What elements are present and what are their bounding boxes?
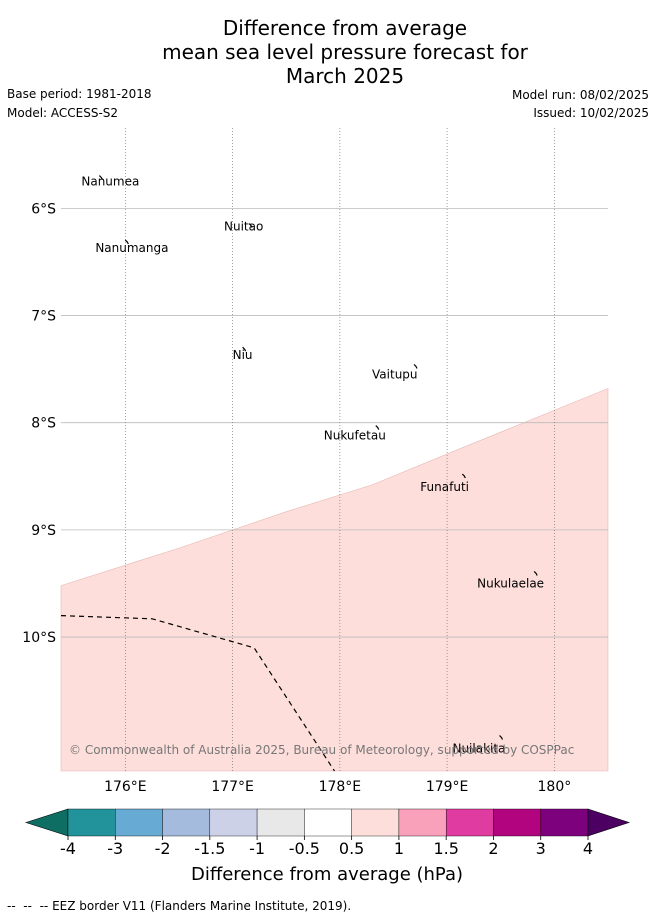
- colorbar-segment: [209, 808, 258, 837]
- lon-tick-label: 179°E: [426, 779, 469, 795]
- place-label-nukufetau: Nukufetau: [324, 429, 386, 443]
- colorbar-tick-label: -1: [249, 839, 265, 858]
- island-shape: [499, 735, 504, 740]
- eez-border-line: [60, 615, 336, 772]
- colorbar-segment: [493, 808, 541, 837]
- place-label-funafuti: Funafuti: [420, 480, 469, 494]
- lat-tick-label: 9°S: [31, 523, 56, 539]
- colorbar-tick-label: -0.5: [289, 839, 320, 858]
- colorbar-under-arrow: [25, 808, 69, 837]
- issued-date: Issued: 10/02/2025: [533, 106, 649, 120]
- grid-layer: [61, 128, 608, 771]
- island-shape: [248, 223, 253, 228]
- colorbar-tick-label: -4: [60, 839, 76, 858]
- colorbar-tick-label: 4: [583, 839, 593, 858]
- colorbar-tick-label: 1.5: [433, 839, 458, 858]
- model-run: Model run: 08/02/2025: [511, 88, 649, 102]
- colorbar-segment: [256, 808, 305, 837]
- lon-tick-label: 176°E: [104, 779, 147, 795]
- colorbar-segment: [540, 808, 589, 837]
- place-label-niu: Niu: [233, 348, 253, 362]
- place-label-nuitao: Nuitao: [224, 220, 263, 234]
- lon-tick-label: 178°E: [319, 779, 362, 795]
- place-label-vaitupu: Vaitupu: [372, 367, 418, 381]
- colorbar-tick-label: 3: [536, 839, 546, 858]
- island-shape: [533, 571, 538, 576]
- lat-tick-label: 7°S: [31, 309, 56, 325]
- island-shape: [124, 239, 129, 245]
- island-shape: [413, 364, 418, 369]
- eez-border-layer: [60, 615, 336, 772]
- place-label-nukulaelae: Nukulaelae: [477, 576, 544, 590]
- colorbar-tick-label: 0.5: [339, 839, 364, 858]
- colorbar-segment: [115, 808, 163, 837]
- eez-legend: -- -- -- EEZ border V11 (Flanders Marine…: [7, 899, 351, 913]
- eez-dash-icon: -- -- --: [7, 899, 49, 913]
- colorbar-tick-label: -3: [107, 839, 123, 858]
- lat-tick-label: 8°S: [31, 416, 56, 432]
- title-line-3: March 2025: [285, 64, 405, 88]
- colorbar-segment: [445, 808, 494, 837]
- chart-title: Difference from average mean sea level p…: [0, 16, 655, 88]
- place-label-nanumea: Nanumea: [81, 175, 139, 189]
- colorbar-segment: [67, 808, 116, 837]
- lat-tick-label: 6°S: [31, 201, 56, 217]
- lon-tick-label: 177°E: [211, 779, 254, 795]
- base-period: Base period: 1981-2018: [7, 87, 152, 101]
- title-line-1: Difference from average: [222, 16, 468, 40]
- island-shape: [98, 175, 103, 180]
- colorbar-segment: [398, 808, 447, 837]
- colorbar-over-arrow: [587, 808, 630, 837]
- colorbar-segment: [351, 808, 400, 837]
- anomaly-region-layer: [60, 387, 609, 772]
- anomaly-region: [60, 387, 609, 772]
- islands-layer: [98, 175, 538, 740]
- colorbar-tick-label: -1.5: [194, 839, 225, 858]
- colorbar-tick-label: 1: [394, 839, 404, 858]
- lon-tick-label: 180°: [538, 779, 572, 795]
- island-shape: [375, 425, 380, 430]
- colorbar-segment: [162, 808, 211, 837]
- island-shape: [461, 473, 466, 479]
- axis-ticks-layer: 6°S 7°S 8°S 9°S 10°S 176°E 177°E 178°E 179°E 180°: [22, 201, 571, 795]
- colorbar-tick-label: -2: [155, 839, 171, 858]
- colorbar-tick-label: 2: [488, 839, 498, 858]
- place-label-nanumanga: Nanumanga: [95, 241, 168, 255]
- island-shape: [242, 346, 247, 352]
- title-line-2: mean sea level pressure forecast for: [162, 40, 528, 64]
- colorbar-label: Difference from average (hPa): [191, 864, 463, 885]
- lat-tick-label: 10°S: [22, 630, 56, 646]
- model-name: Model: ACCESS-S2: [7, 106, 119, 120]
- copyright-notice: © Commonwealth of Australia 2025, Bureau…: [69, 743, 574, 757]
- place-labels-layer: Nanumea Nuitao Nanumanga Niu Vaitupu Nukufeta…: [81, 175, 544, 756]
- colorbar-segment: [304, 808, 352, 837]
- place-label-nuilakita: Nuilakita: [452, 741, 505, 755]
- colorbar: -4 -3 -2 -1.5 -1 -0.5 0.5 1 1.5 2 3 4: [25, 808, 630, 858]
- eez-legend-text: EEZ border V11 (Flanders Marine Institut…: [52, 899, 352, 913]
